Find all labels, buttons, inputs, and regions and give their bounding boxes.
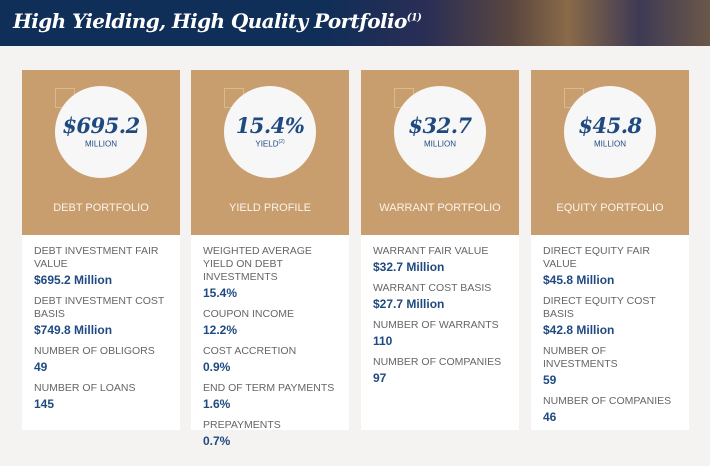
metric-value: 15.4% — [203, 286, 238, 300]
title-text: High Yielding, High Quality Portfolio — [13, 9, 407, 33]
card-details: DEBT INVESTMENT FAIR VALUE $695.2 Million… — [22, 235, 180, 429]
metric-label: NUMBER OF OBLIGORS — [34, 345, 155, 357]
portfolio-card: 15.4% YIELD(2) YIELD PROFILE WEIGHTED AV… — [191, 70, 349, 448]
metric-label: WARRANT COST BASIS — [373, 282, 492, 294]
page-title: High Yielding, High Quality Portfolio(1) — [13, 9, 422, 33]
unit-text: MILLION — [84, 139, 117, 149]
metric-value: 0.9% — [203, 360, 231, 374]
metric-value: $695.2 Million — [34, 273, 113, 287]
metric-value: $45.8 Million — [543, 273, 615, 287]
metric-value: 97 — [373, 371, 387, 385]
unit-text: MILLION — [423, 139, 456, 149]
metric-value: 110 — [373, 334, 393, 348]
title-footnote: (1) — [406, 12, 422, 24]
metric-label: END OF TERM PAYMENTS — [203, 382, 335, 394]
portfolio-card: $32.7 MILLION WARRANT PORTFOLIO WARRANT … — [361, 70, 519, 430]
metric-label: DEBT INVESTMENT COST BASIS — [34, 295, 165, 320]
metric-value: $32.7 Million — [373, 260, 445, 274]
metric-label: PREPAYMENTS — [203, 419, 281, 431]
card-details: WEIGHTED AVERAGE YIELD ON DEBT INVESTMEN… — [191, 235, 349, 466]
headline-unit: MILLION — [394, 139, 486, 149]
card-category: WARRANT PORTFOLIO — [379, 202, 501, 214]
card-header: $45.8 MILLION EQUITY PORTFOLIO — [531, 70, 689, 235]
header-banner: High Yielding, High Quality Portfolio(1) — [0, 0, 710, 46]
headline-value: $32.7 — [408, 113, 472, 138]
metric-label: NUMBER OF LOANS — [34, 382, 136, 394]
metric-value: 59 — [543, 373, 557, 387]
value-circle: $695.2 MILLION — [55, 86, 147, 178]
metric-value: 49 — [34, 360, 48, 374]
headline-value: $695.2 — [62, 113, 140, 138]
metric-label: COST ACCRETION — [203, 345, 297, 357]
metric-label: WEIGHTED AVERAGE YIELD ON DEBT INVESTMEN… — [203, 245, 312, 283]
metric-label: COUPON INCOME — [203, 308, 295, 320]
metric-value: 145 — [34, 397, 55, 411]
metric-label: WARRANT FAIR VALUE — [373, 245, 489, 257]
card-header: $32.7 MILLION WARRANT PORTFOLIO — [361, 70, 519, 235]
metric-label: NUMBER OF COMPANIES — [543, 395, 672, 407]
card-category: EQUITY PORTFOLIO — [556, 202, 664, 214]
card-header: $695.2 MILLION DEBT PORTFOLIO — [22, 70, 180, 235]
headline-unit: MILLION — [564, 139, 656, 149]
card-category: DEBT PORTFOLIO — [53, 202, 149, 214]
headline-unit: YIELD(2) — [224, 139, 316, 149]
card-header: 15.4% YIELD(2) YIELD PROFILE — [191, 70, 349, 235]
metric-label: DEBT INVESTMENT FAIR VALUE — [34, 245, 159, 270]
value-circle: $32.7 MILLION — [394, 86, 486, 178]
headline-unit: MILLION — [55, 139, 147, 149]
headline-value: $45.8 — [578, 113, 642, 138]
metric-label: DIRECT EQUITY COST BASIS — [543, 295, 656, 320]
metric-label: NUMBER OF WARRANTS — [373, 319, 499, 331]
metric-value: 0.7% — [203, 434, 231, 448]
metric-value: $749.8 Million — [34, 323, 113, 337]
unit-text: YIELD — [255, 139, 279, 149]
metric-label: NUMBER OF INVESTMENTS — [543, 345, 618, 370]
card-details: WARRANT FAIR VALUE $32.7 Million WARRANT C… — [361, 235, 519, 403]
metric-value: 1.6% — [203, 397, 231, 411]
headline-value: 15.4% — [235, 113, 305, 138]
metric-label: DIRECT EQUITY FAIR VALUE — [543, 245, 650, 270]
metric-value: 12.2% — [203, 323, 238, 337]
card-details: DIRECT EQUITY FAIR VALUE $45.8 Million DIR… — [531, 235, 689, 442]
metric-label: NUMBER OF COMPANIES — [373, 356, 502, 368]
unit-text: MILLION — [593, 139, 626, 149]
metric-value: $42.8 Million — [543, 323, 615, 337]
value-circle: 15.4% YIELD(2) — [224, 86, 316, 178]
metric-value: $27.7 Million — [373, 297, 445, 311]
card-category: YIELD PROFILE — [229, 202, 311, 214]
portfolio-card: $695.2 MILLION DEBT PORTFOLIO DEBT INVES… — [22, 70, 180, 430]
metric-value: 46 — [543, 410, 557, 424]
value-circle: $45.8 MILLION — [564, 86, 656, 178]
portfolio-card: $45.8 MILLION EQUITY PORTFOLIO DIRECT EQ… — [531, 70, 689, 430]
unit-footnote: (2) — [278, 139, 285, 145]
